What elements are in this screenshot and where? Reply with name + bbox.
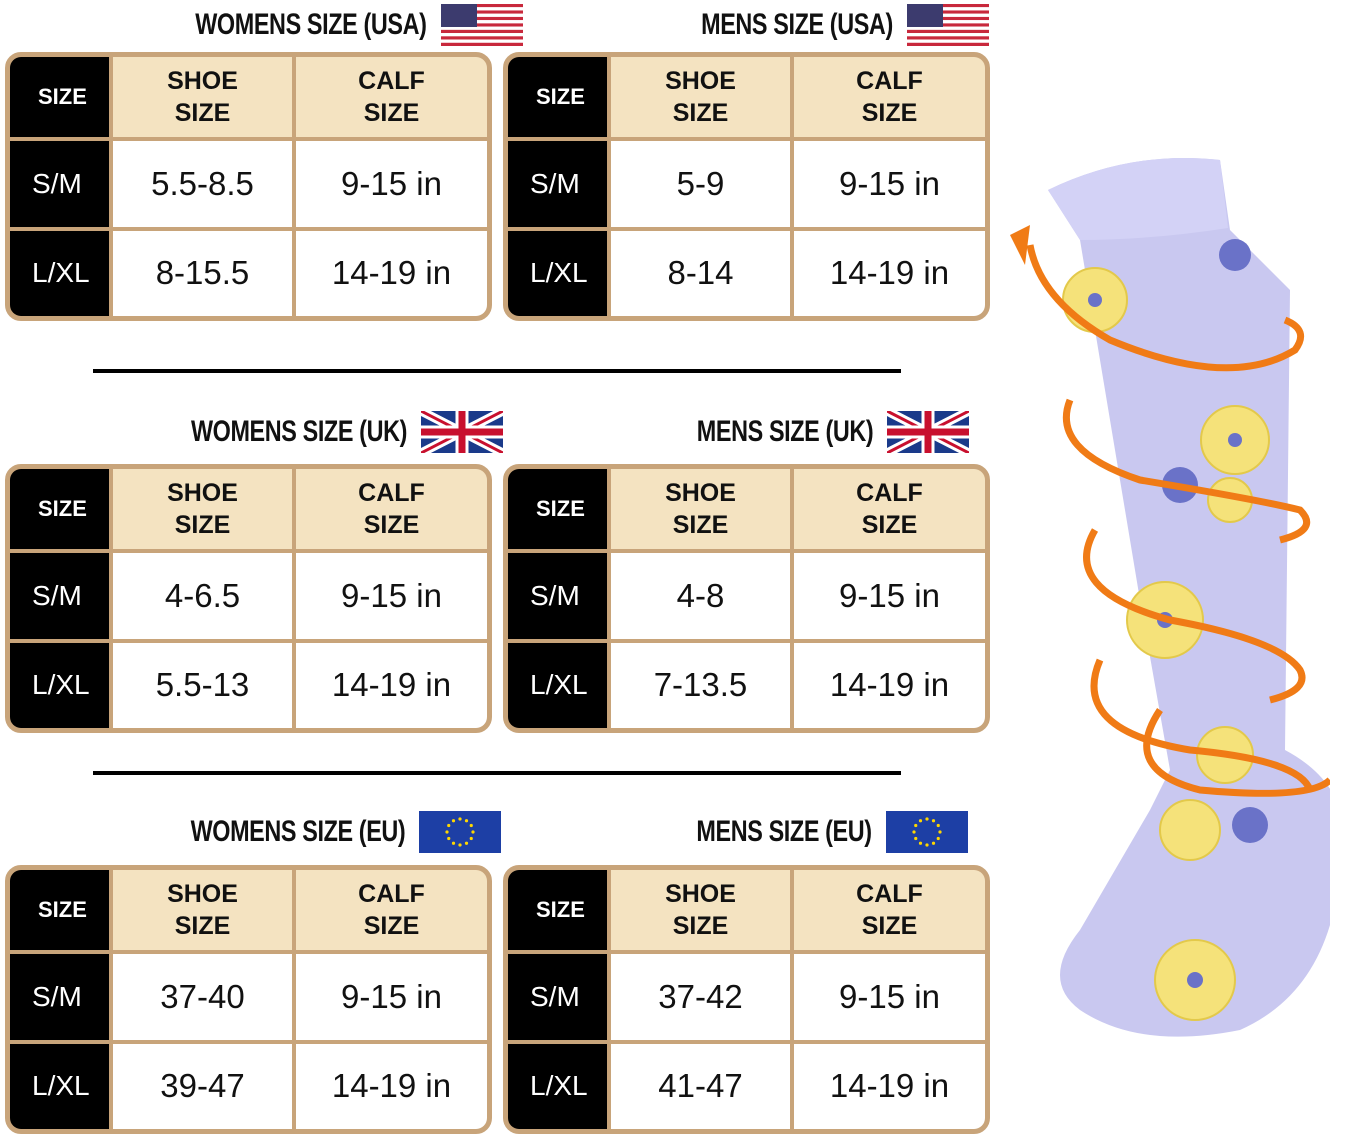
table-cell: 14-19 in <box>296 230 487 316</box>
header-cell: CALF SIZE <box>296 870 487 950</box>
size-label: L/XL <box>10 642 109 728</box>
header-cell: SHOE SIZE <box>611 469 790 549</box>
flag <box>906 4 989 46</box>
title-text: WOMENS SIZE (USA) <box>195 8 427 41</box>
size-label: L/XL <box>508 1043 607 1129</box>
size-label: L/XL <box>508 642 607 728</box>
header-cell: SHOE SIZE <box>113 57 292 137</box>
table-cell: 5.5-13 <box>113 642 292 728</box>
size-label: S/M <box>508 141 607 227</box>
table-title: WOMENS SIZE (USA) <box>130 2 523 48</box>
table-cell: 14-19 in <box>296 642 487 728</box>
header-cell: SHOE SIZE <box>611 870 790 950</box>
size-label: L/XL <box>508 230 607 316</box>
header-cell: CALF SIZE <box>794 469 985 549</box>
table-cell: 9-15 in <box>296 954 487 1040</box>
header-cell: SHOE SIZE <box>611 57 790 137</box>
table-cell: 39-47 <box>113 1043 292 1129</box>
table-cell: 14-19 in <box>794 1043 985 1129</box>
size-table: SIZE SHOE SIZE CALF SIZE S/M 37-40 9-15 in L/X… <box>5 865 492 1134</box>
flag <box>421 411 503 453</box>
table-cell: 14-19 in <box>794 642 985 728</box>
size-label: S/M <box>508 954 607 1040</box>
size-table: SIZE SHOE SIZE CALF SIZE S/M 4-6.5 9-15 in L/X… <box>5 464 492 733</box>
header-cell: SIZE <box>10 469 109 549</box>
flag <box>885 811 968 853</box>
table-cell: 14-19 in <box>296 1043 487 1129</box>
table-cell: 8-14 <box>611 230 790 316</box>
table-title: MENS SIZE (UK) <box>647 409 970 455</box>
header-cell: CALF SIZE <box>296 57 487 137</box>
table-cell: 41-47 <box>611 1043 790 1129</box>
header-cell: SHOE SIZE <box>113 469 292 549</box>
table-cell: 37-40 <box>113 954 292 1040</box>
table-title: MENS SIZE (EU) <box>647 809 968 855</box>
header-cell: CALF SIZE <box>296 469 487 549</box>
header-cell: SIZE <box>508 57 607 137</box>
size-label: L/XL <box>10 230 109 316</box>
size-table: SIZE SHOE SIZE CALF SIZE S/M 37-42 9-15 in L/X… <box>503 865 990 1134</box>
table-cell: 9-15 in <box>296 553 487 639</box>
table-cell: 8-15.5 <box>113 230 292 316</box>
flag <box>440 4 523 46</box>
header-cell: SIZE <box>508 469 607 549</box>
table-cell: 4-8 <box>611 553 790 639</box>
title-text: MENS SIZE (UK) <box>696 415 874 448</box>
size-table: SIZE SHOE SIZE CALF SIZE S/M 4-8 9-15 in L/XL 7… <box>503 464 990 733</box>
size-label: S/M <box>10 954 109 1040</box>
size-label: S/M <box>508 553 607 639</box>
table-cell: 9-15 in <box>794 141 985 227</box>
table-cell: 37-42 <box>611 954 790 1040</box>
table-title: MENS SIZE (USA) <box>647 2 989 48</box>
header-cell: CALF SIZE <box>794 870 985 950</box>
header-cell: SIZE <box>508 870 607 950</box>
flag <box>887 411 970 453</box>
title-text: WOMENS SIZE (UK) <box>190 415 407 448</box>
size-label: S/M <box>10 141 109 227</box>
divider <box>93 369 901 373</box>
table-title: WOMENS SIZE (EU) <box>130 809 502 855</box>
table-cell: 14-19 in <box>794 230 985 316</box>
header-cell: SHOE SIZE <box>113 870 292 950</box>
table-title: WOMENS SIZE (UK) <box>130 409 503 455</box>
table-cell: 9-15 in <box>794 954 985 1040</box>
table-cell: 9-15 in <box>296 141 487 227</box>
size-label: S/M <box>10 553 109 639</box>
title-text: WOMENS SIZE (EU) <box>190 815 406 848</box>
table-cell: 7-13.5 <box>611 642 790 728</box>
header-cell: CALF SIZE <box>794 57 985 137</box>
table-cell: 5.5-8.5 <box>113 141 292 227</box>
size-table: SIZE SHOE SIZE CALF SIZE S/M 5-9 9-15 in L/XL 8… <box>503 52 990 321</box>
table-cell: 5-9 <box>611 141 790 227</box>
sock-illustration <box>1010 158 1330 1037</box>
header-cell: SIZE <box>10 870 109 950</box>
title-text: MENS SIZE (USA) <box>701 8 893 41</box>
divider <box>93 771 901 775</box>
header-cell: SIZE <box>10 57 109 137</box>
title-text: MENS SIZE (EU) <box>696 815 872 848</box>
flag <box>419 811 502 853</box>
table-cell: 9-15 in <box>794 553 985 639</box>
size-table: SIZE SHOE SIZE CALF SIZE S/M 5.5-8.5 9-15 in L… <box>5 52 492 321</box>
size-label: L/XL <box>10 1043 109 1129</box>
table-cell: 4-6.5 <box>113 553 292 639</box>
